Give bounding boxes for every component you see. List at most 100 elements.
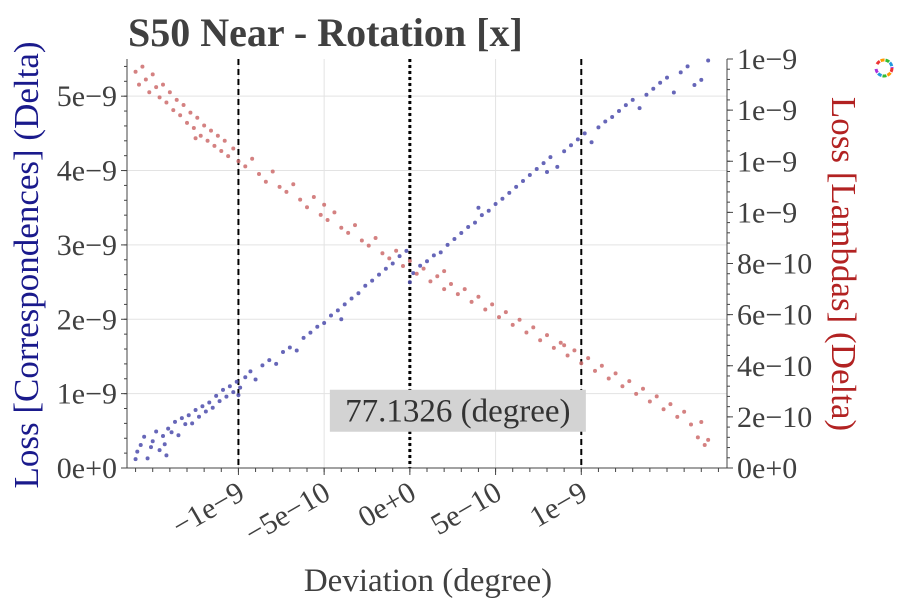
lambda-point: [219, 149, 224, 154]
correspondence-point: [329, 313, 333, 318]
lambda-point: [147, 90, 152, 95]
lambda-point: [572, 348, 577, 353]
correspondence-point: [231, 390, 236, 395]
correspondence-point: [166, 426, 171, 431]
correspondence-point: [150, 439, 155, 444]
correspondence-point: [418, 263, 423, 268]
correspondence-point: [339, 317, 344, 322]
correspondence-point: [459, 231, 464, 236]
lambda-point: [332, 210, 337, 215]
lambda-point: [702, 442, 707, 447]
correspondence-point: [479, 213, 484, 218]
lambda-point: [198, 133, 203, 138]
lambda-point: [263, 179, 268, 184]
annotation-text: 77.1326 (degree): [345, 394, 570, 430]
correspondence-point: [370, 278, 375, 283]
correspondence-point: [349, 296, 354, 301]
x-tick-label: −5e−10: [239, 475, 335, 550]
y-left-tick-label: 3e−9: [57, 229, 117, 262]
y-right-tick-label: 2e−10: [737, 401, 812, 434]
correspondence-point: [407, 280, 412, 285]
plot-logo-icon[interactable]: [874, 58, 894, 78]
correspondence-point: [157, 448, 162, 453]
correspondence-point: [217, 399, 222, 404]
correspondence-point: [685, 64, 690, 69]
correspondence-point: [203, 409, 208, 414]
lambda-point: [449, 281, 453, 286]
y-left-tick-label: 0e+0: [57, 452, 117, 485]
correspondence-point: [383, 266, 388, 271]
y-right-tick-label: 4e−10: [737, 350, 812, 383]
lambda-point: [322, 202, 327, 207]
correspondence-point: [473, 220, 477, 225]
correspondence-point: [221, 387, 225, 392]
correspondence-point: [267, 358, 272, 363]
correspondence-point: [377, 272, 381, 277]
lambda-point: [407, 258, 412, 263]
lambda-point: [339, 225, 344, 230]
correspondence-point: [162, 442, 167, 447]
lambda-point: [325, 218, 330, 223]
lambda-point: [366, 243, 371, 248]
correspondence-point: [678, 70, 683, 75]
correspondence-point: [569, 143, 573, 148]
correspondence-point: [238, 385, 243, 390]
lambda-point: [579, 361, 584, 366]
correspondence-point: [248, 369, 253, 374]
lambda-point: [270, 169, 275, 174]
correspondence-point: [322, 320, 327, 325]
lambda-point: [164, 100, 169, 105]
correspondence-point: [197, 414, 201, 419]
x-axis-title: Deviation (degree): [304, 563, 552, 599]
correspondence-point: [500, 196, 505, 201]
correspondence-point: [236, 393, 241, 398]
lambda-point: [191, 126, 196, 131]
correspondence-point: [548, 155, 553, 160]
correspondence-point: [149, 445, 153, 450]
lambda-point: [277, 184, 282, 189]
lambda-point: [641, 386, 645, 391]
lambda-point: [593, 368, 597, 373]
lambda-point: [181, 103, 186, 108]
correspondence-point: [692, 83, 697, 88]
correspondence-point: [135, 449, 140, 454]
lambda-point: [661, 407, 666, 412]
lambda-point: [695, 435, 700, 440]
correspondence-point: [411, 271, 416, 276]
correspondence-point: [315, 324, 320, 329]
correspondence-point: [431, 253, 436, 258]
lambda-point: [174, 97, 179, 102]
lambda-point: [620, 384, 625, 389]
correspondence-point: [253, 377, 258, 382]
lambda-point: [442, 269, 447, 274]
correspondence-point: [363, 283, 368, 288]
correspondence-point: [142, 434, 147, 439]
lambda-point: [291, 182, 296, 187]
correspondence-point: [176, 433, 181, 438]
correspondence-point: [665, 75, 669, 80]
lambda-point: [140, 64, 145, 69]
lambda-point: [305, 205, 309, 210]
correspondence-point: [164, 453, 169, 458]
correspondence-point: [404, 248, 409, 253]
lambda-point: [209, 128, 213, 133]
correspondence-point: [623, 103, 628, 108]
correspondence-point: [671, 90, 676, 95]
lambda-point: [195, 115, 200, 120]
correspondence-point: [210, 405, 215, 410]
lambda-point: [490, 302, 495, 307]
correspondence-point: [186, 413, 191, 418]
correspondence-point: [390, 261, 395, 266]
lambda-point: [143, 77, 148, 82]
lambda-point: [311, 195, 316, 200]
lambda-point: [682, 409, 687, 414]
lambda-point: [157, 95, 162, 100]
lambda-point: [298, 197, 303, 202]
correspondence-point: [161, 434, 165, 439]
y-right-tick-label: 0e+0: [737, 452, 797, 485]
correspondence-point: [452, 236, 457, 241]
correspondence-point: [514, 184, 519, 189]
lambda-point: [462, 287, 467, 292]
lambda-point: [455, 292, 460, 297]
lambda-point: [627, 379, 632, 384]
